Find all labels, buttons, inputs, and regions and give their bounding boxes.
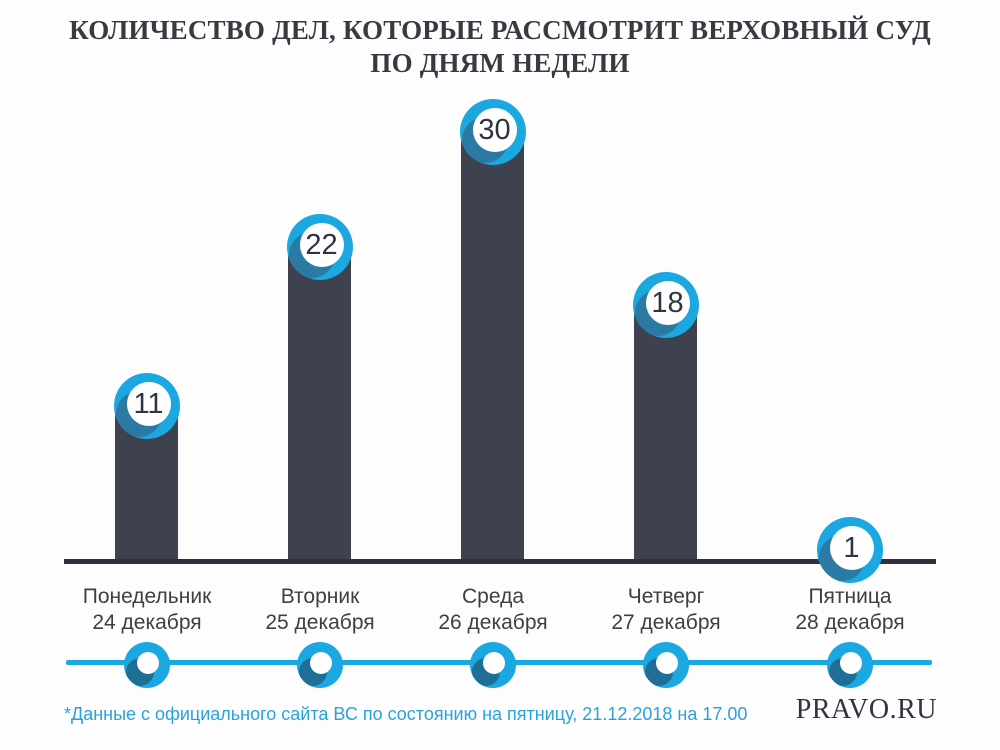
timeline-dot-monday (124, 642, 170, 688)
bar-value-monday: 11 (126, 382, 171, 426)
bar-thursday: 18 (632, 272, 699, 564)
day-date: 27 декабря (611, 611, 721, 634)
day-name: Вторник (280, 585, 360, 608)
bar-friday: 1 (816, 517, 883, 583)
day-name: Четверг (627, 585, 705, 608)
bar-tuesday: 22 (286, 214, 353, 564)
bar-value-friday: 1 (829, 526, 874, 570)
value-badge-monday: 11 (113, 373, 180, 439)
data-source-note: *Данные с официального сайта ВС по состо… (64, 704, 748, 724)
day-name: Пятница (808, 585, 892, 608)
timeline-dot-friday (827, 642, 873, 688)
chart-title-line2: ПО ДНЯМ НЕДЕЛИ (370, 48, 630, 78)
pravo-ru-logo: PRAVO.RU (795, 694, 937, 725)
dot-hole (656, 652, 678, 674)
bar-value-wednesday: 30 (472, 108, 517, 152)
day-label-wednesday: Среда 26 декабря (406, 584, 580, 636)
timeline-dot-wednesday (470, 642, 516, 688)
day-label-friday: Пятница 28 декабря (763, 584, 937, 636)
day-date: 24 декабря (92, 611, 202, 634)
chart-title: КОЛИЧЕСТВО ДЕЛ, КОТОРЫЕ РАССМОТРИТ ВЕРХО… (0, 14, 1000, 80)
day-date: 25 декабря (265, 611, 375, 634)
timeline-dot-thursday (643, 642, 689, 688)
bar-value-thursday: 18 (645, 281, 690, 325)
day-label-monday: Понедельник 24 декабря (60, 584, 234, 636)
day-name: Понедельник (82, 585, 212, 608)
dot-hole (840, 652, 862, 674)
day-name: Среда (462, 585, 524, 608)
bar-wednesday: 30 (459, 99, 526, 564)
dot-hole (310, 652, 332, 674)
x-axis-line (64, 559, 936, 564)
dot-hole (483, 652, 505, 674)
day-label-tuesday: Вторник 25 декабря (233, 584, 407, 636)
bar-monday: 11 (113, 373, 180, 564)
day-date: 28 декабря (795, 611, 905, 634)
chart-title-line1: КОЛИЧЕСТВО ДЕЛ, КОТОРЫЕ РАССМОТРИТ ВЕРХО… (69, 15, 931, 45)
value-badge-thursday: 18 (632, 272, 699, 338)
value-badge-wednesday: 30 (459, 99, 526, 165)
day-label-thursday: Четверг 27 декабря (579, 584, 753, 636)
timeline-dot-tuesday (297, 642, 343, 688)
value-badge-friday: 1 (816, 517, 883, 583)
bar-value-tuesday: 22 (299, 223, 344, 267)
dot-hole (137, 652, 159, 674)
value-badge-tuesday: 22 (286, 214, 353, 280)
day-date: 26 декабря (438, 611, 548, 634)
